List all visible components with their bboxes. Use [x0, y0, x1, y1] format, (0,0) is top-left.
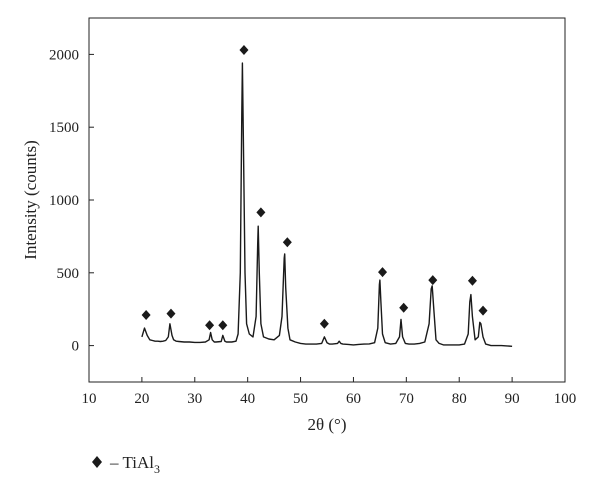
y-tick-label: 1000	[49, 193, 79, 209]
peak-marker-diamond	[141, 310, 151, 321]
y-tick-label: 2000	[49, 47, 79, 63]
x-tick-label: 20	[134, 391, 149, 407]
peak-marker-diamond	[428, 275, 438, 286]
peak-marker-diamond	[399, 302, 409, 313]
peak-marker-diamond	[218, 320, 228, 331]
x-tick-label: 50	[293, 391, 308, 407]
x-tick-label: 80	[452, 391, 467, 407]
peak-marker-diamond	[282, 237, 292, 248]
x-tick-label: 10	[82, 391, 97, 407]
x-tick-label: 40	[240, 391, 255, 407]
legend-subscript: 3	[154, 462, 160, 476]
series-layer	[141, 62, 513, 347]
peak-marker-diamond	[478, 305, 488, 316]
plot-frame	[88, 17, 566, 383]
svg-text:– TiAl3: – TiAl3	[109, 453, 160, 476]
y-axis-label: Intensity (counts)	[21, 140, 40, 259]
peak-marker-diamond	[239, 45, 249, 56]
x-tick-label: 30	[187, 391, 202, 407]
y-tick-label: 500	[57, 266, 80, 282]
peak-marker-diamond	[467, 275, 477, 286]
xrd-series-line	[141, 62, 513, 347]
peak-marker-diamond	[166, 308, 176, 319]
y-tick-label: 1500	[49, 120, 79, 136]
x-tick-label: 90	[505, 391, 520, 407]
y-tick-label: 0	[72, 339, 80, 355]
peak-marker-diamond	[319, 318, 329, 329]
legend-label: – TiAl	[109, 453, 154, 472]
x-tick-label: 100	[554, 391, 577, 407]
peak-marker-diamond	[205, 320, 215, 331]
x-axis-label: 2θ (°)	[307, 415, 346, 434]
legend: – TiAl3	[92, 453, 160, 476]
legend-diamond-icon	[92, 456, 102, 468]
peak-marker-diamond	[256, 207, 266, 218]
peak-marker-group	[141, 45, 488, 331]
peak-marker-diamond	[378, 267, 388, 278]
x-tick-label: 60	[346, 391, 361, 407]
x-tick-label: 70	[399, 391, 414, 407]
